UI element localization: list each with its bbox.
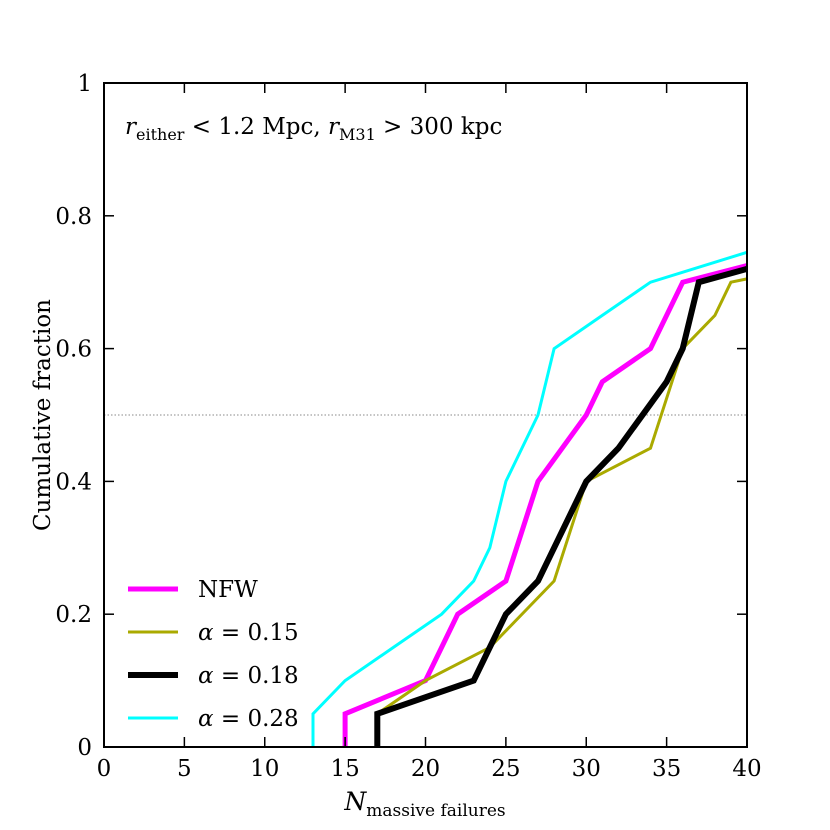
annotation-part2: > 300 kpc (376, 114, 503, 140)
annotation-part1: < 1.2 Mpc, (184, 114, 328, 140)
series-line-0 (342, 263, 748, 747)
y-axis-label: Cumulative fraction (30, 299, 56, 531)
plot-frame (103, 82, 748, 748)
legend-label-symbol: α (198, 706, 214, 732)
x-tick-label: 35 (652, 756, 681, 782)
x-tick-label: 20 (411, 756, 440, 782)
y-tick-label: 0.2 (55, 602, 92, 628)
x-tick-label: 25 (491, 756, 520, 782)
y-tick-label: 0.4 (55, 469, 92, 495)
x-tick-label: 5 (177, 756, 192, 782)
legend-label-0: NFW (198, 577, 258, 603)
legend-label-value: = 0.15 (214, 620, 299, 646)
x-axis-label: Nmassive failures (343, 787, 505, 821)
y-tick-label: 0.8 (55, 204, 92, 230)
x-axis-label-sub: massive failures (366, 801, 505, 821)
series-line-1 (375, 277, 748, 747)
legend-label-symbol: α (198, 620, 214, 646)
annotation-r-m31: r (328, 114, 341, 140)
y-tick-label: 0.6 (55, 337, 92, 363)
x-axis-label-main: N (343, 787, 367, 816)
selection-annotation: reither < 1.2 Mpc, rM31 > 300 kpc (125, 114, 502, 144)
legend-label-value: = 0.18 (214, 663, 299, 689)
x-tick-label: 40 (732, 756, 761, 782)
legend-label-2: α = 0.18 (198, 663, 299, 689)
x-tick-label: 10 (250, 756, 279, 782)
annotation-sub-m31: M31 (339, 125, 376, 144)
x-tick-label: 15 (330, 756, 359, 782)
legend-label-symbol: α (198, 663, 214, 689)
x-tick-label: 0 (97, 756, 112, 782)
y-tick-label: 1 (77, 71, 92, 97)
legend-label-value: NFW (198, 577, 258, 603)
series-line-2 (374, 266, 748, 747)
series-line-3 (311, 250, 748, 747)
y-tick-label: 0 (77, 735, 92, 761)
legend-label-1: α = 0.15 (198, 620, 299, 646)
x-tick-label: 30 (572, 756, 601, 782)
legend-label-3: α = 0.28 (198, 706, 299, 732)
legend-label-value: = 0.28 (214, 706, 299, 732)
annotation-sub-either: either (136, 125, 185, 144)
annotation-r-either: r (125, 114, 138, 140)
